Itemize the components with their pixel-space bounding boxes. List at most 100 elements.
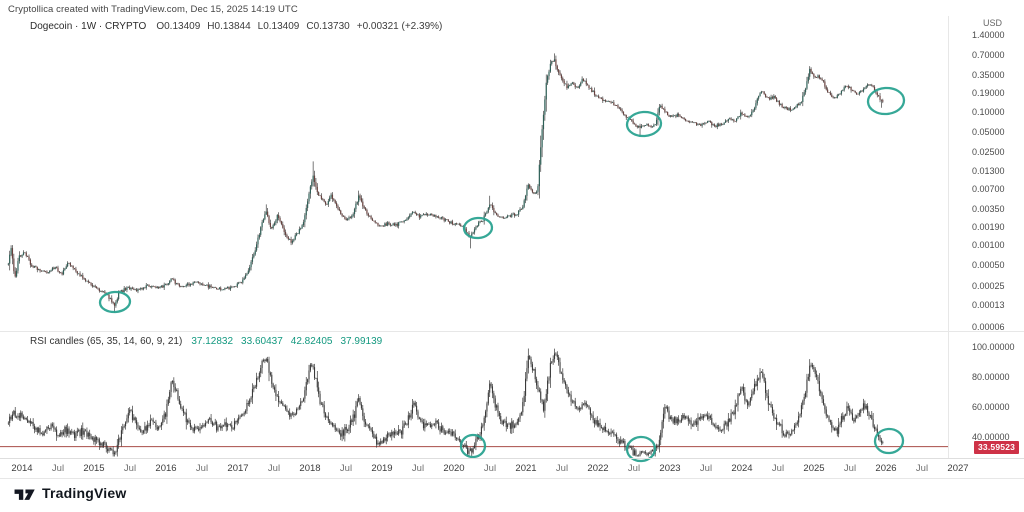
rsi-candle (105, 443, 107, 449)
rsi-candle (603, 426, 605, 431)
price-candle (705, 122, 707, 124)
rsi-candle (245, 410, 247, 413)
rsi-candle (660, 432, 662, 440)
rsi-candle (635, 450, 637, 456)
price-candle (420, 215, 422, 218)
price-candle (370, 216, 372, 219)
rsi-candle (399, 429, 401, 432)
price-candle (96, 286, 98, 289)
rsi-candle (342, 430, 345, 436)
rsi-candle (509, 423, 511, 429)
rsi-annotation-circle[interactable] (459, 433, 487, 459)
rsi-candle (72, 431, 74, 433)
price-annotation-circle[interactable] (462, 216, 494, 240)
rsi-candle (21, 412, 23, 417)
price-candle (184, 286, 186, 287)
price-candle (387, 222, 389, 226)
price-candle (635, 124, 637, 126)
rsi-candle (607, 430, 609, 434)
rsi-candle (331, 423, 334, 426)
price-candle (879, 95, 881, 100)
price-candle (809, 68, 811, 77)
price-annotation-circle[interactable] (625, 110, 663, 138)
rsi-candle (611, 431, 614, 433)
price-candle (807, 76, 809, 82)
rsi-candle (291, 413, 294, 415)
price-candle (373, 220, 375, 222)
rsi-candle (224, 422, 226, 426)
rsi-candle (155, 422, 157, 428)
price-candle (28, 256, 30, 260)
rsi-candle (337, 429, 339, 431)
rsi-candle (798, 416, 800, 423)
price-candle (829, 92, 831, 95)
price-candle (126, 287, 128, 290)
price-candle (759, 93, 761, 97)
price-candle (162, 285, 164, 288)
price-candle (465, 228, 467, 233)
price-candle (700, 124, 702, 126)
price-candle (766, 96, 768, 98)
symbol-title[interactable]: Dogecoin · 1W · CRYPTO (30, 21, 147, 32)
footer-divider (0, 478, 1024, 479)
price-candle (44, 271, 47, 273)
tradingview-brand-text[interactable]: TradingView (42, 485, 127, 501)
price-tick-label: 0.00190 (972, 221, 1005, 232)
price-candle (49, 271, 51, 273)
rsi-candle (380, 441, 382, 445)
price-candle (472, 232, 474, 234)
tradingview-logo-icon[interactable] (14, 486, 38, 504)
rsi-candle (443, 429, 445, 434)
rsi-candle (656, 445, 658, 448)
rsi-candle (758, 378, 760, 380)
price-candle (559, 72, 561, 76)
price-candle (7, 263, 9, 265)
rsi-annotation-circle[interactable] (873, 427, 905, 455)
rsi-candle (232, 428, 234, 430)
price-candle (638, 125, 640, 128)
price-candle (616, 105, 618, 107)
rsi-candle (369, 426, 371, 429)
rsi-candle (177, 390, 179, 400)
price-candle (182, 286, 185, 287)
price-candle (345, 218, 347, 221)
rsi-candle (316, 378, 318, 388)
rsi-candle (668, 410, 670, 420)
price-annotation-circle[interactable] (98, 290, 132, 314)
rsi-annotation-circle[interactable] (625, 435, 657, 463)
rsi-candle (29, 420, 31, 424)
rsi-candle (185, 412, 187, 423)
currency-toggle[interactable]: USD (983, 18, 1003, 28)
rsi-candle (363, 416, 365, 422)
price-candle (758, 96, 760, 99)
price-candle (307, 201, 309, 208)
rsi-candle (618, 441, 620, 444)
rsi-candle (391, 431, 393, 437)
price-candle (349, 217, 351, 218)
price-candle (198, 281, 200, 284)
price-candle (643, 125, 645, 127)
price-candle (560, 75, 563, 79)
rsi-candle (445, 432, 447, 434)
rsi-indicator-title[interactable]: RSI candles (65, 35, 14, 60, 9, 21) (30, 336, 183, 347)
price-candle (654, 124, 656, 126)
price-tick-label: 0.19000 (972, 87, 1005, 98)
rsi-candle (707, 414, 709, 419)
rsi-candle (642, 451, 644, 453)
price-candle (244, 275, 247, 278)
price-candle (818, 75, 820, 79)
price-candle (193, 281, 196, 283)
pane-divider[interactable] (0, 331, 1024, 332)
rsi-candle (91, 437, 94, 439)
rsi-candle (606, 430, 608, 432)
price-annotation-circle[interactable] (866, 86, 906, 116)
price-candle (838, 94, 840, 96)
price-candle (847, 86, 849, 88)
price-candle (696, 122, 698, 125)
rsi-candle (243, 412, 245, 415)
rsi-candle (187, 420, 189, 423)
rsi-candle (473, 445, 476, 448)
price-candle (410, 213, 412, 216)
rsi-candle (62, 432, 65, 435)
